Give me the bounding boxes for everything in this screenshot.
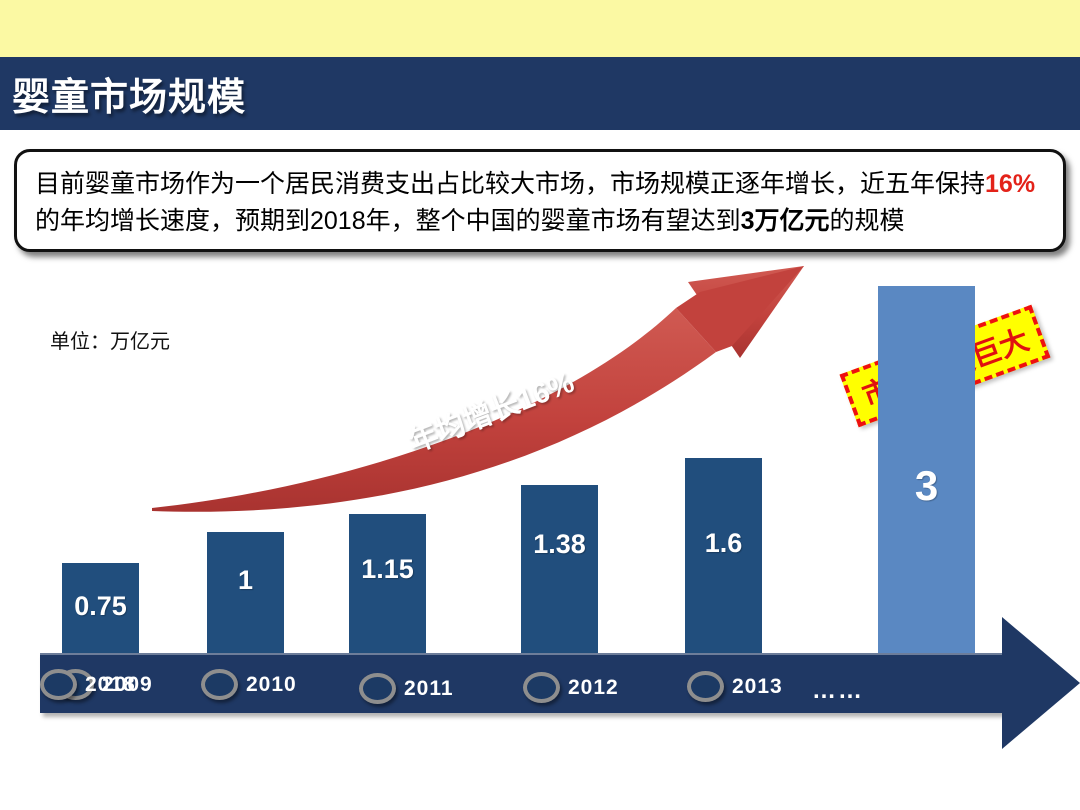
unit-label: 单位：万亿元 <box>50 331 170 353</box>
bar-2013: 1.6 <box>685 458 762 655</box>
intro-text-2: 的年均增长速度，预期到2018年，整个中国的婴童市场有望达到 <box>35 207 741 235</box>
timeline-item-2009: 2009 <box>57 669 153 700</box>
timeline-item-2018: 2018 <box>40 669 136 700</box>
bar-value-2010: 1 <box>237 565 254 595</box>
intro-highlight-16pct: 16% <box>985 170 1036 198</box>
year-label-2010: 2010 <box>246 672 297 696</box>
bar-2009: 0.75 <box>62 563 139 655</box>
timeline-oval-icon <box>359 673 396 704</box>
year-label-2009: 2009 <box>102 672 153 696</box>
intro-highlight-3wan: 3万亿元 <box>740 207 830 235</box>
year-label-2018: 2018 <box>85 672 136 696</box>
timeline-oval-icon <box>523 672 560 703</box>
title-bar: 婴童市场规模 <box>0 57 1080 130</box>
bar-value-2009: 0.75 <box>74 591 127 621</box>
bar-2018: 3 <box>878 286 975 655</box>
year-label-2013: 2013 <box>732 674 783 698</box>
timeline-axis-band: 2009 2010 2011 2012 2013 …… 2018 <box>40 653 1002 713</box>
bar-value-2018: 3 <box>914 462 939 509</box>
bar-value-2013: 1.6 <box>704 528 743 558</box>
top-accent-band <box>0 0 1080 57</box>
intro-text-box: 目前婴童市场作为一个居民消费支出占比较大市场，市场规模正逐年增长，近五年保持16… <box>14 149 1066 252</box>
page-title: 婴童市场规模 <box>12 77 247 119</box>
intro-text-1: 目前婴童市场作为一个居民消费支出占比较大市场，市场规模正逐年增长，近五年保持 <box>35 170 986 198</box>
bar-2010: 1 <box>207 532 284 655</box>
timeline-oval-icon <box>687 671 724 702</box>
timeline-item-2010: 2010 <box>201 669 297 700</box>
timeline-oval-icon <box>201 669 238 700</box>
bar-value-2012: 1.38 <box>533 529 586 559</box>
intro-text-3: 的规模 <box>829 207 905 235</box>
bar-value-2011: 1.15 <box>361 554 414 584</box>
year-label-2011: 2011 <box>404 676 454 700</box>
timeline-item-2013: 2013 <box>687 671 783 702</box>
bar-2012: 1.38 <box>521 485 598 655</box>
timeline-arrowhead-icon <box>1002 617 1080 749</box>
timeline-item-2011: 2011 <box>359 673 454 704</box>
timeline-item-2012: 2012 <box>523 672 619 703</box>
year-label-2012: 2012 <box>568 675 619 699</box>
timeline-ellipsis: …… <box>812 677 864 704</box>
timeline-oval-icon <box>40 669 77 700</box>
bar-2011: 1.15 <box>349 514 426 655</box>
